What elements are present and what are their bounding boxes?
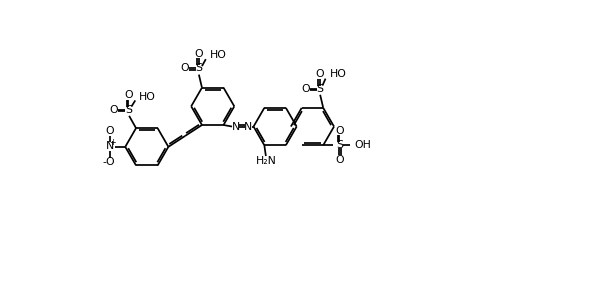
Text: S: S <box>336 140 343 150</box>
Text: +: + <box>109 138 116 147</box>
Text: O: O <box>195 49 203 59</box>
Text: S: S <box>317 84 323 94</box>
Text: S: S <box>195 63 202 74</box>
Text: O: O <box>106 157 114 167</box>
Text: -: - <box>103 157 106 167</box>
Text: N: N <box>106 141 114 151</box>
Text: O: O <box>335 126 344 136</box>
Text: O: O <box>316 69 325 79</box>
Text: S: S <box>125 105 132 115</box>
Text: O: O <box>335 155 344 165</box>
Text: O: O <box>124 90 133 100</box>
Text: O: O <box>180 63 188 74</box>
Text: N: N <box>244 122 252 132</box>
Text: H₂N: H₂N <box>255 156 276 166</box>
Text: OH: OH <box>355 140 371 150</box>
Text: HO: HO <box>139 92 156 102</box>
Text: O: O <box>109 105 118 115</box>
Text: O: O <box>106 126 114 137</box>
Text: O: O <box>301 84 310 94</box>
Text: N: N <box>232 122 240 132</box>
Text: HO: HO <box>210 50 227 60</box>
Text: HO: HO <box>330 69 347 79</box>
